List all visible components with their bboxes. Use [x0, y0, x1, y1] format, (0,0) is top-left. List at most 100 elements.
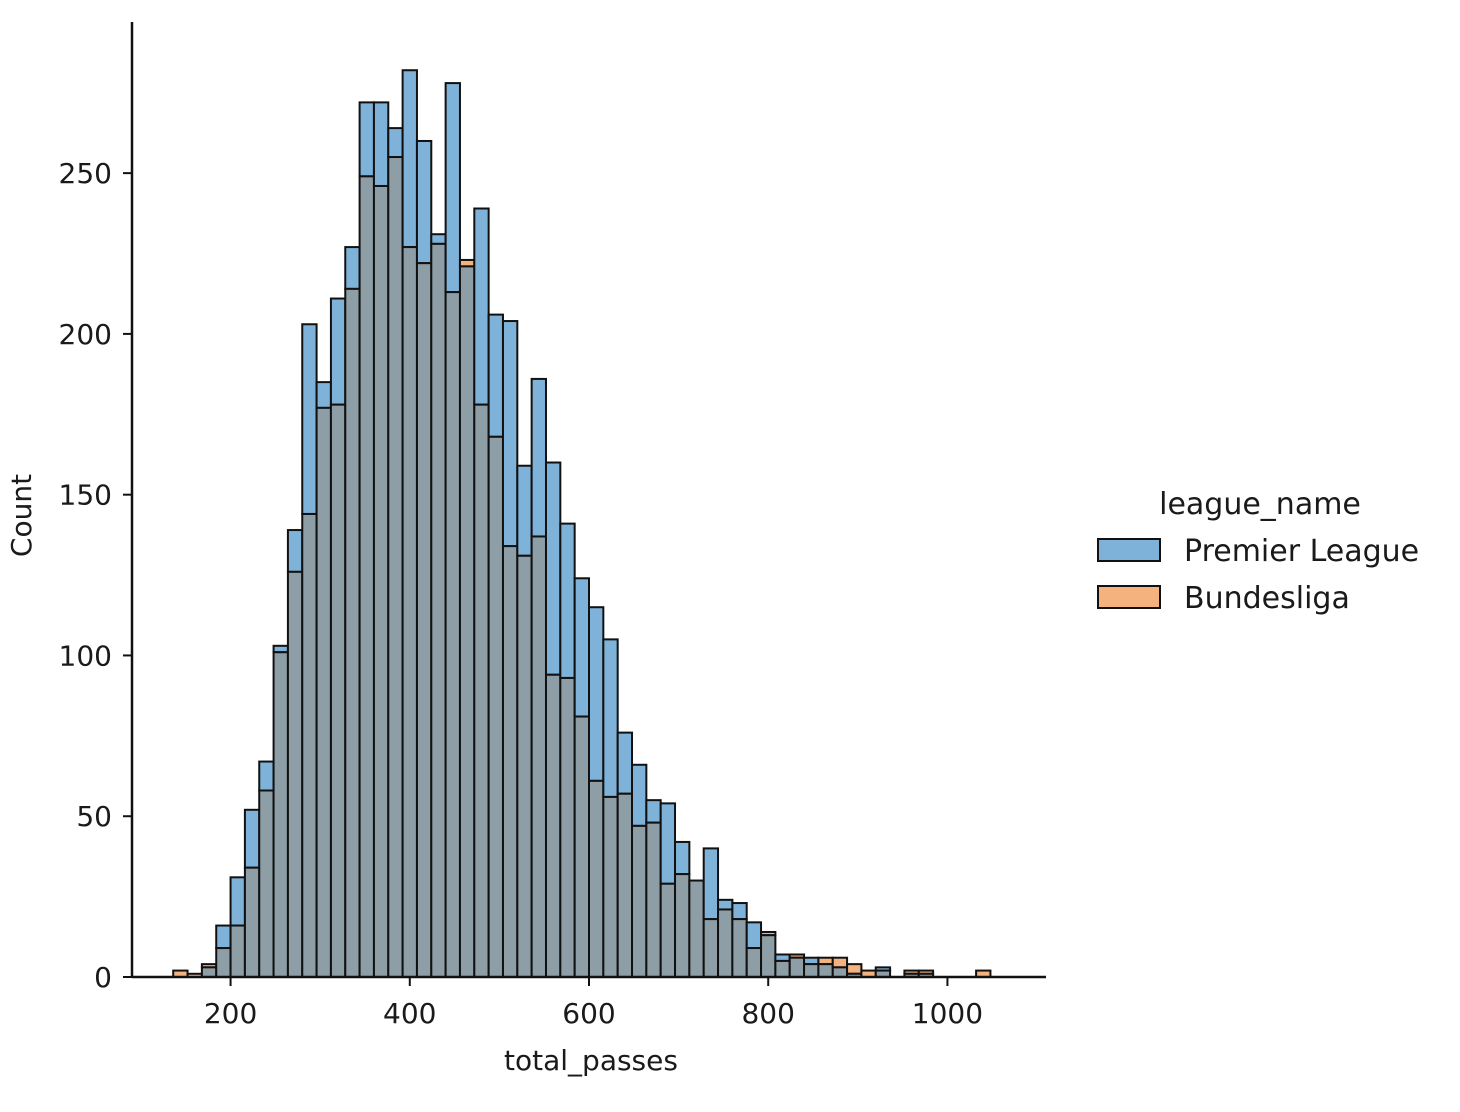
histogram-bar-overlap	[688, 879, 705, 978]
histogram-bar-premier-league	[602, 638, 619, 798]
histogram-bar-overlap	[602, 795, 619, 979]
legend-swatch-bundesliga	[1097, 585, 1161, 609]
y-tick-label: 0	[94, 961, 112, 994]
histogram-bar-overlap	[315, 406, 332, 978]
histogram-bar-overlap	[616, 792, 634, 978]
histogram-bar-overlap	[631, 824, 648, 979]
x-tick-label: 800	[741, 997, 794, 1030]
y-tick-label: 50	[76, 800, 112, 833]
histogram-bar-overlap	[430, 242, 447, 978]
histogram-bar-premier-league	[358, 101, 375, 178]
x-tick-label: 600	[562, 997, 615, 1030]
histogram-bar-overlap	[387, 156, 404, 979]
histogram-bar-overlap	[473, 403, 490, 978]
histogram-bar-premier-league	[401, 69, 418, 249]
histogram-bar-overlap	[501, 545, 519, 978]
x-tick-label: 1000	[912, 997, 983, 1030]
histogram-bar-overlap	[329, 403, 347, 978]
histogram-bar-premier-league	[229, 876, 246, 927]
histogram-bar-premier-league	[745, 921, 763, 950]
histogram-bar-overlap	[803, 963, 820, 979]
histogram-bar-overlap	[559, 676, 576, 978]
histogram-bar-premier-league	[659, 802, 677, 885]
histogram-bar-premier-league	[616, 731, 634, 795]
histogram-bar-bundesliga	[831, 956, 849, 969]
histogram-bar-premier-league	[487, 313, 504, 438]
histogram-bar-premier-league	[301, 323, 318, 515]
histogram-bar-overlap	[272, 651, 289, 979]
histogram-bar-premier-league	[588, 606, 605, 782]
legend-title: league_name	[1159, 487, 1361, 522]
histogram-bar-overlap	[831, 966, 849, 978]
histogram-bar-premier-league	[544, 461, 562, 676]
histogram-bar-overlap	[745, 947, 763, 979]
histogram-bar-premier-league	[559, 522, 576, 679]
histogram-bar-overlap	[401, 246, 418, 978]
y-tick-label: 250	[59, 157, 112, 190]
histogram-bar-premier-league	[329, 297, 347, 406]
histogram-bar-premier-league	[473, 207, 490, 406]
histogram-bar-overlap	[372, 184, 390, 978]
histogram-bar-overlap	[760, 934, 777, 979]
histogram-bar-premier-league	[731, 902, 748, 921]
legend-label-bundesliga: Bundesliga	[1184, 581, 1350, 616]
histogram-bar-overlap	[516, 554, 533, 978]
y-tick-label: 200	[59, 318, 112, 351]
histogram-bar-premier-league	[215, 924, 232, 950]
histogram-bar-overlap	[788, 956, 806, 979]
legend-swatch-premier-league	[1097, 538, 1161, 562]
bars-layer	[172, 69, 992, 979]
histogram-bar-bundesliga	[846, 963, 863, 975]
histogram-bar-overlap	[530, 535, 547, 978]
histogram-bar-premier-league	[645, 799, 662, 824]
histogram-bar-overlap	[674, 873, 691, 978]
histogram-bar-overlap	[458, 265, 476, 979]
histogram-bar-premier-league	[387, 127, 404, 159]
histogram-bar-premier-league	[674, 840, 691, 876]
histogram-bar-overlap	[731, 918, 748, 979]
histogram-bar-overlap	[717, 908, 734, 978]
histogram-bar-premier-league	[530, 377, 547, 538]
histogram-bar-overlap	[358, 175, 375, 978]
y-tick-label: 100	[59, 639, 112, 672]
histogram-bar-overlap	[415, 262, 433, 978]
ticks-layer: 200 400 600 800 1000 0 50 100 150 200 250	[59, 157, 984, 1030]
histogram-bar-overlap	[588, 779, 605, 978]
histogram-bar-premier-league	[344, 246, 361, 290]
histogram-bar-overlap	[286, 570, 304, 979]
histogram-bar-overlap	[243, 866, 261, 978]
histogram-bar-overlap	[659, 882, 677, 979]
y-tick-label: 150	[59, 479, 112, 512]
histogram-bar-premier-league	[516, 464, 533, 557]
histogram-bar-premier-league	[415, 139, 433, 265]
legend: league_name Premier League Bundesliga	[1097, 487, 1419, 616]
histogram-bar-overlap	[229, 924, 246, 978]
histogram-bar-overlap	[544, 673, 562, 978]
legend-label-premier-league: Premier League	[1184, 534, 1419, 569]
histogram-bar-overlap	[487, 435, 504, 978]
x-axis-label: total_passes	[504, 1044, 678, 1077]
histogram-bar-overlap	[444, 291, 461, 978]
histogram-bar-premier-league	[430, 233, 447, 245]
histogram-bar-overlap	[215, 947, 232, 979]
histogram-bar-overlap	[573, 715, 590, 979]
histogram-bar-overlap	[702, 918, 720, 979]
histogram-bar-premier-league	[501, 320, 519, 548]
histogram-bar-premier-league	[717, 898, 734, 911]
histogram-bar-premier-league	[444, 82, 461, 294]
y-axis-label: Count	[5, 474, 38, 557]
x-tick-label: 400	[383, 997, 436, 1030]
histogram-bar-premier-league	[286, 529, 304, 573]
histogram-bar-premier-league	[258, 760, 275, 792]
histogram-bar-overlap	[645, 821, 662, 978]
histogram-bar-premier-league	[573, 577, 590, 718]
histogram-bar-premier-league	[631, 763, 648, 827]
histogram-bar-overlap	[200, 966, 218, 978]
histogram-bar-overlap	[817, 963, 834, 979]
histogram-bar-premier-league	[315, 381, 332, 409]
histogram-bar-overlap	[301, 512, 318, 979]
histogram-bar-overlap	[258, 789, 275, 979]
histogram-bar-premier-league	[702, 847, 720, 921]
histogram-bar-overlap	[774, 959, 791, 978]
